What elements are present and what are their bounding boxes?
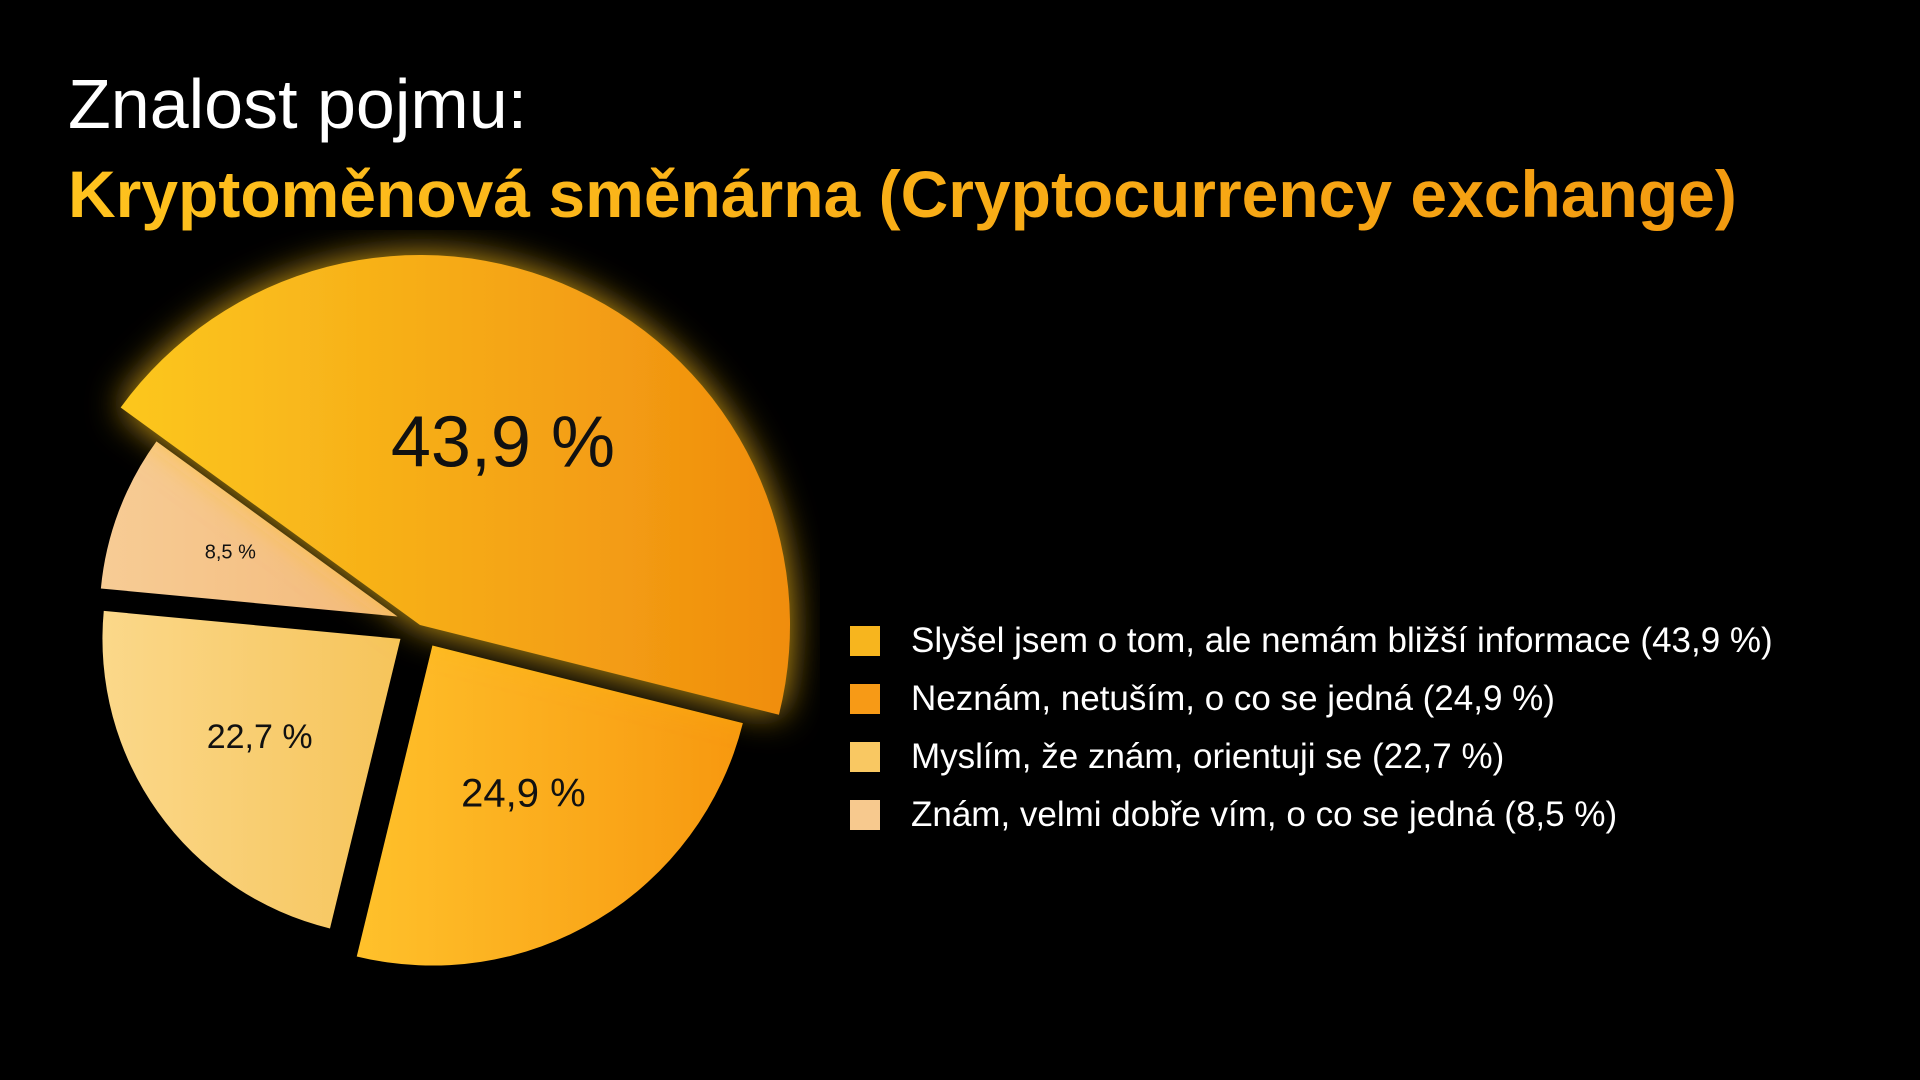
pie-slice-label: 22,7 % <box>207 718 313 756</box>
pie-slice <box>100 441 398 617</box>
legend-label: Slyšel jsem o tom, ale nemám bližší info… <box>911 621 1773 660</box>
pie-slice <box>120 254 791 715</box>
legend-item: Myslím, že znám, orientuji se (22,7 %) <box>850 728 1773 786</box>
legend-item: Slyšel jsem o tom, ale nemám bližší info… <box>850 612 1773 670</box>
legend-label: Znám, velmi dobře vím, o co se jedná (8,… <box>911 795 1618 834</box>
legend-swatch <box>850 626 880 656</box>
legend-swatch <box>850 800 880 830</box>
legend-swatch <box>850 742 880 772</box>
pie-chart: 24,9 % 22,7 % 8,5 % 43,9 % <box>100 254 791 966</box>
pie-slice-label: 43,9 % <box>391 402 615 482</box>
chart-subtitle: Kryptoměnová směnárna (Cryptocurrency ex… <box>68 157 1737 231</box>
legend-item: Neznám, netuším, o co se jedná (24,9 %) <box>850 670 1773 728</box>
pie-slice <box>356 645 743 966</box>
legend-item: Znám, velmi dobře vím, o co se jedná (8,… <box>850 786 1773 844</box>
legend-label: Myslím, že znám, orientuji se (22,7 %) <box>911 737 1505 776</box>
legend-label: Neznám, netuším, o co se jedná (24,9 %) <box>911 679 1555 718</box>
legend: Slyšel jsem o tom, ale nemám bližší info… <box>850 612 1773 844</box>
legend-swatch <box>850 684 880 714</box>
pie-slice-label: 8,5 % <box>205 542 256 564</box>
pie-slice <box>102 610 401 929</box>
chart-title: Znalost pojmu: <box>68 65 528 143</box>
pie-slice-label: 24,9 % <box>461 772 586 816</box>
